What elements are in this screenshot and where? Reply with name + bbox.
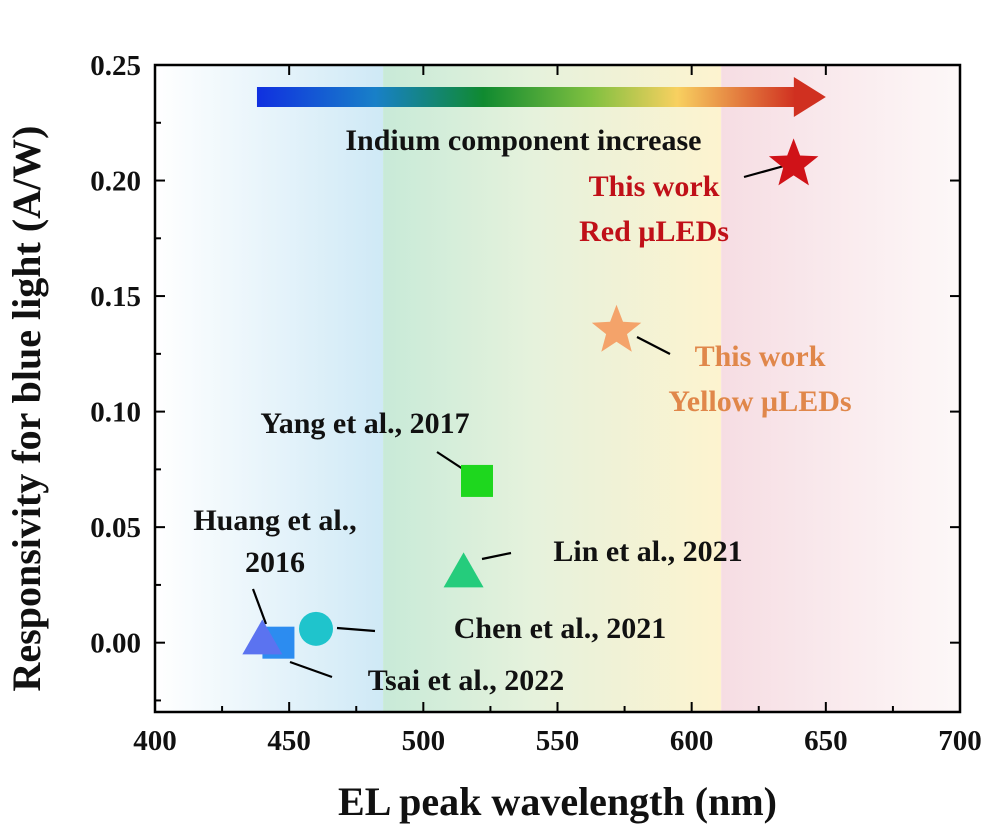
marker-red [768,138,819,186]
marker-yellow [591,304,642,352]
blue-region [155,65,384,712]
data-label-lin: Lin et al., 2021 [553,535,742,568]
data-labels: Huang et al., 2016 Tsai et al., 2022 Chen e… [193,170,851,697]
marker-chen [299,611,333,646]
data-label-yellow: This work [695,340,826,373]
data-label-chen: Chen et al., 2021 [454,612,667,645]
x-tick-label: 500 [402,725,446,757]
x-tick-label: 700 [938,725,982,757]
leader-line-huang [251,588,268,625]
data-label-huang: 2016 [245,546,305,579]
data-label-tsai: Tsai et al., 2022 [368,664,564,697]
leader-line-chen [336,626,376,633]
x-tick-label: 600 [670,725,714,757]
y-tick-label: 0.20 [90,166,141,198]
data-label-yang: Yang et al., 2017 [260,407,469,440]
leader-line-tsai [289,660,333,679]
leader-line-yellow [636,336,671,355]
annotation-leader-lines [251,164,785,679]
y-axis-label: Responsivity for blue light (A/W) [4,126,49,692]
x-axis-ticks: 400 450 500 550 600 650 700 [133,65,982,757]
data-label-red: This work [589,170,720,203]
x-tick-label: 550 [536,725,580,757]
y-axis-ticks: 0.00 0.05 0.10 0.15 0.20 0.25 [90,50,960,702]
data-markers [242,138,819,659]
data-label-yellow: Yellow µLEDs [668,385,851,418]
marker-lin [443,552,484,588]
data-label-red: Red µLEDs [579,215,729,248]
y-tick-label: 0.25 [90,50,141,82]
y-tick-label: 0.00 [90,628,141,660]
green-yellow-region [383,65,722,712]
indium-arrow-head [793,77,826,117]
leader-line-red [743,164,785,179]
marker-huang [242,619,283,655]
indium-arrow-shaft [256,87,796,107]
y-tick-label: 0.10 [90,397,141,429]
indium-arrow: Indium component increase [256,77,826,157]
y-tick-label: 0.05 [90,512,141,544]
marker-yang [461,464,493,497]
leader-line-lin [481,551,512,561]
y-tick-label: 0.15 [90,281,141,313]
indium-arrow-label: Indium component increase [345,124,701,157]
x-tick-label: 650 [804,725,848,757]
x-tick-label: 400 [133,725,177,757]
x-tick-label: 450 [267,725,311,757]
data-label-huang: Huang et al., [193,504,356,537]
x-axis-label: EL peak wavelength (nm) [338,779,777,824]
